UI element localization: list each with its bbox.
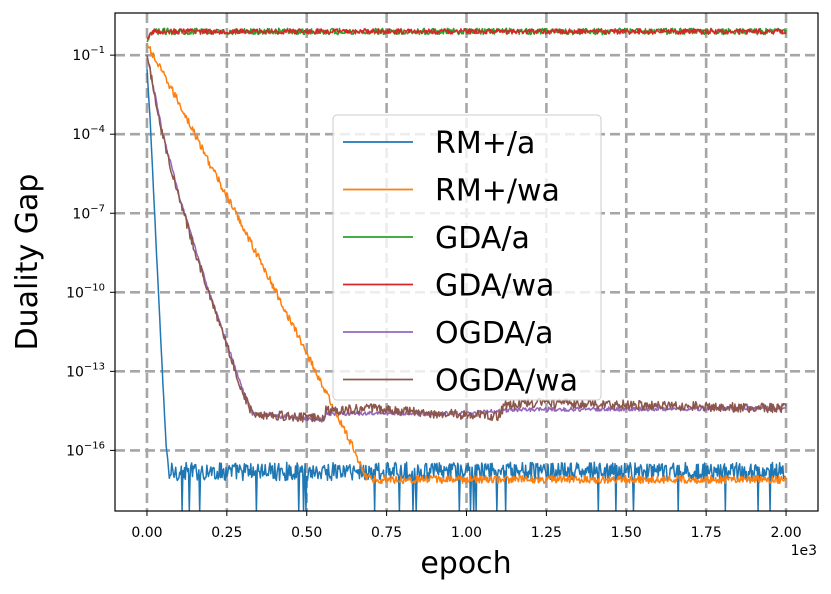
legend-box — [332, 114, 602, 401]
x-axis-ticks: 0.00 0.25 0.50 0.75 1.00 1.25 1.50 1.75 2.00 — [131, 511, 802, 541]
x-tick-label: 1.50 — [611, 525, 642, 541]
x-tick-label: 1.75 — [691, 525, 722, 541]
x-tick-label: 0.00 — [131, 525, 162, 541]
y-tick-label: 10−13 — [66, 361, 105, 380]
x-tick-label: 0.75 — [371, 525, 402, 541]
y-tick-label: 10−7 — [72, 203, 105, 222]
legend: RM+/a RM+/wa GDA/a GDA/wa OGDA/a OGDA/wa — [332, 114, 602, 401]
x-tick-label: 1.00 — [451, 525, 482, 541]
x-tick-label: 1.25 — [531, 525, 562, 541]
series-line-ogda-wa — [146, 55, 787, 423]
legend-label: OGDA/a — [435, 316, 553, 351]
y-tick-label: 10−1 — [72, 45, 105, 64]
legend-label: RM+/wa — [435, 174, 560, 209]
legend-label: GDA/a — [435, 221, 530, 256]
series-line-gda-wa — [146, 28, 787, 40]
y-axis-label: Duality Gap — [10, 174, 45, 351]
legend-label: GDA/wa — [435, 269, 554, 304]
x-axis-label: epoch — [420, 546, 511, 581]
series-line-rm-a — [146, 68, 787, 511]
y-axis-ticks: 10−1 10−4 10−7 10−10 10−13 10−16 — [66, 45, 115, 459]
y-tick-label: 10−4 — [72, 124, 105, 143]
series-group — [146, 27, 787, 511]
x-tick-label: 0.50 — [291, 525, 322, 541]
legend-label: OGDA/wa — [435, 364, 578, 399]
series-line-rm-wa — [146, 44, 787, 485]
x-axis-offset-label: 1e3 — [791, 543, 817, 559]
x-tick-label: 2.00 — [770, 525, 801, 541]
x-tick-label: 0.25 — [211, 525, 242, 541]
y-tick-label: 10−16 — [66, 440, 105, 459]
legend-label: RM+/a — [435, 126, 535, 161]
y-tick-label: 10−10 — [66, 282, 105, 301]
series-line-gda-a — [146, 27, 787, 43]
